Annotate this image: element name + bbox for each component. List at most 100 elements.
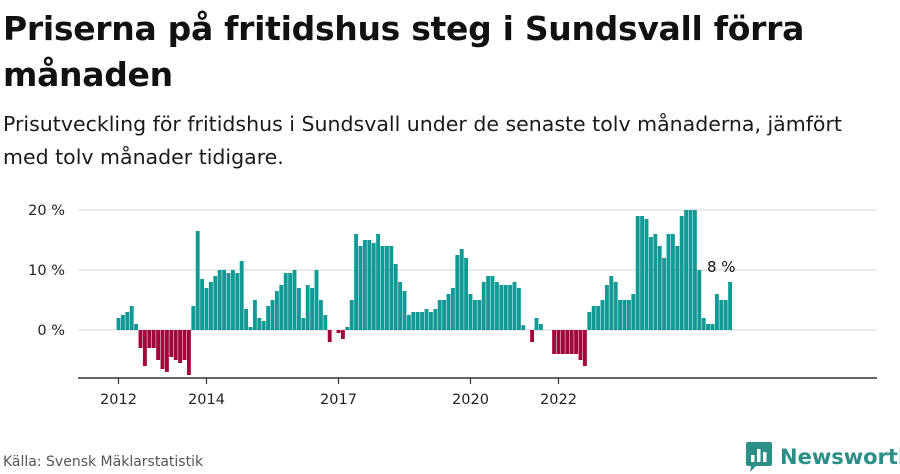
bar [389, 246, 394, 330]
y-tick-label: 10 % [28, 263, 65, 279]
bar [538, 324, 543, 330]
bar [578, 330, 583, 360]
bar [367, 240, 372, 330]
bar [666, 234, 671, 330]
bar [556, 330, 561, 354]
bar [283, 273, 288, 330]
bar [574, 330, 579, 354]
bar [169, 330, 174, 357]
bar [129, 306, 134, 330]
bar [455, 255, 460, 330]
bar [714, 294, 719, 330]
bar [252, 300, 257, 330]
bar [402, 291, 407, 330]
bar [631, 294, 636, 330]
bar [292, 270, 297, 330]
x-tick-label: 2022 [540, 392, 577, 408]
bar [213, 276, 218, 330]
bar [376, 234, 381, 330]
bar [248, 327, 253, 330]
bar [508, 285, 513, 330]
x-tick-label: 2017 [320, 392, 357, 408]
bar [398, 282, 403, 330]
bar [662, 258, 667, 330]
bar [587, 312, 592, 330]
bar [481, 282, 486, 330]
last-value-label: 8 % [707, 258, 736, 276]
bar [318, 300, 323, 330]
bar [274, 291, 279, 330]
bar [486, 276, 491, 330]
bar [600, 300, 605, 330]
x-axis [78, 377, 877, 384]
bar [120, 315, 125, 330]
bar [446, 294, 451, 330]
bar [640, 216, 645, 330]
bar [257, 318, 262, 330]
bar [327, 330, 332, 342]
bar [204, 288, 209, 330]
bar [424, 309, 429, 330]
bar [362, 240, 367, 330]
bar [266, 306, 271, 330]
bar [371, 243, 376, 330]
bar [178, 330, 183, 363]
bar [200, 279, 205, 330]
bar [582, 330, 587, 366]
bar [186, 330, 191, 375]
bar [288, 273, 293, 330]
bar [494, 282, 499, 330]
bar [569, 330, 574, 354]
bar [618, 300, 623, 330]
bar [692, 210, 697, 330]
bar [437, 300, 442, 330]
bar [710, 324, 715, 330]
y-tick-label: 0 % [37, 323, 65, 339]
x-tick-label: 2014 [188, 392, 225, 408]
bar [222, 270, 227, 330]
bar [305, 285, 310, 330]
bar [208, 282, 213, 330]
x-tick-label: 2020 [452, 392, 489, 408]
bar [116, 318, 121, 330]
bar [706, 324, 711, 330]
bar [336, 330, 341, 333]
bar [384, 246, 389, 330]
bar [147, 330, 152, 348]
bar [723, 300, 728, 330]
bar [314, 270, 319, 330]
bar [512, 282, 517, 330]
bar [622, 300, 627, 330]
axis-labels: 0 % 10 % 20 % 2012 2014 2017 2020 2022 8 % [28, 203, 735, 408]
bar [230, 270, 235, 330]
bar [358, 246, 363, 330]
bar [530, 330, 535, 342]
chart-subtitle: Prisutveckling för fritidshus i Sundsval… [3, 112, 842, 169]
bar [613, 282, 618, 330]
bar [239, 261, 244, 330]
bar [653, 234, 658, 330]
bar [684, 210, 689, 330]
bar [490, 276, 495, 330]
bar [340, 330, 345, 339]
bar [688, 210, 693, 330]
bar [477, 300, 482, 330]
bar [626, 300, 631, 330]
bar [464, 258, 469, 330]
bar [164, 330, 169, 372]
bar [125, 312, 130, 330]
bar [670, 234, 675, 330]
source-note: Källa: Svensk Mäklarstatistik [3, 454, 204, 470]
bar [499, 285, 504, 330]
bar [134, 324, 139, 330]
bar [728, 282, 733, 330]
bar [560, 330, 565, 354]
bar [142, 330, 147, 366]
bar [415, 312, 420, 330]
bars [116, 210, 733, 375]
bar [552, 330, 557, 354]
bar [596, 306, 601, 330]
bar [138, 330, 143, 348]
bar [323, 315, 328, 330]
bar [296, 288, 301, 330]
